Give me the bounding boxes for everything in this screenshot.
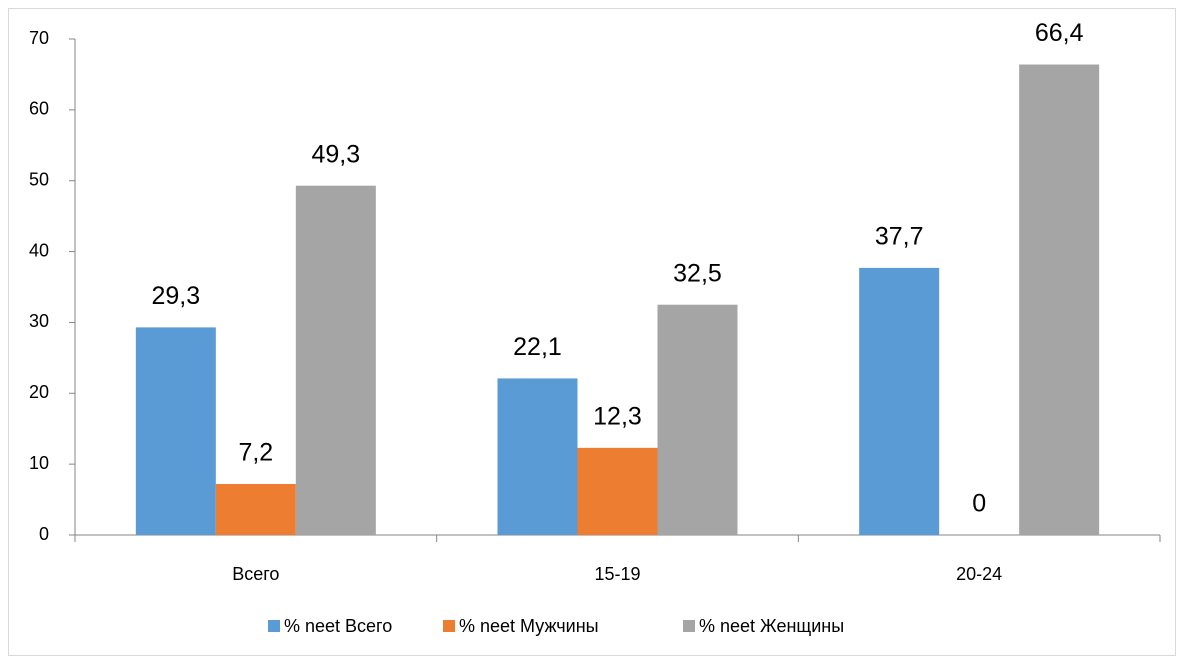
data-label: 32,5 — [673, 259, 722, 287]
legend-swatch — [683, 620, 695, 632]
data-label: 0 — [972, 490, 986, 518]
y-tick-label: 70 — [29, 28, 49, 48]
bar — [215, 483, 296, 535]
y-tick-label: 40 — [29, 240, 49, 260]
legend-swatch — [443, 620, 455, 632]
x-tick-label: Всего — [232, 564, 279, 584]
legend-label: % neet Всего — [284, 616, 392, 636]
data-label: 66,4 — [1035, 19, 1084, 47]
bar — [657, 304, 738, 535]
y-tick-label: 60 — [29, 99, 49, 119]
data-label: 49,3 — [311, 140, 360, 168]
y-tick-label: 20 — [29, 382, 49, 402]
data-label: 29,3 — [151, 282, 200, 310]
y-tick-label: 30 — [29, 311, 49, 331]
data-label: 22,1 — [513, 333, 562, 361]
bar — [859, 267, 940, 535]
data-label: 7,2 — [238, 439, 273, 467]
bar — [497, 378, 578, 535]
data-label: 37,7 — [875, 222, 924, 250]
bar — [1019, 64, 1100, 535]
bar — [295, 185, 376, 535]
data-label: 12,3 — [593, 402, 642, 430]
x-tick-label: 15-19 — [594, 564, 640, 584]
legend-label: % neet Мужчины — [459, 616, 599, 636]
bar — [135, 327, 216, 535]
legend-label: % neet Женщины — [699, 616, 844, 636]
y-tick-label: 0 — [39, 524, 49, 544]
y-tick-label: 10 — [29, 453, 49, 473]
bar — [577, 447, 658, 535]
y-tick-label: 50 — [29, 169, 49, 189]
x-tick-label: 20-24 — [956, 564, 1002, 584]
legend-swatch — [268, 620, 280, 632]
